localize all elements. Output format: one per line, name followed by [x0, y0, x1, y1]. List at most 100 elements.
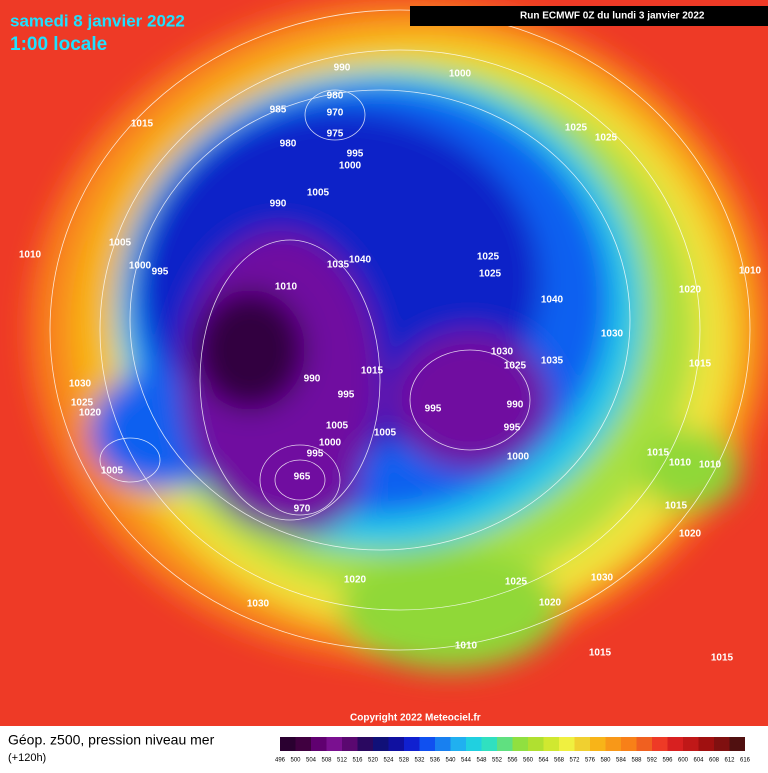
scale-label: 500 [290, 758, 301, 764]
isobar-label: 1035 [327, 260, 350, 271]
scale-swatch [295, 737, 311, 751]
map: 9909809709759859809951000100010251025100… [0, 0, 768, 726]
isobar-label: 970 [294, 504, 311, 515]
isobar-label: 1025 [479, 269, 502, 280]
scale-swatch [590, 737, 606, 751]
scale-swatch [528, 737, 544, 751]
scale-label: 608 [709, 758, 720, 764]
scale-label: 616 [740, 758, 751, 764]
scale-label: 544 [461, 758, 472, 764]
isobar-label: 1015 [665, 501, 688, 512]
isobar-label: 980 [327, 91, 344, 102]
isobar-label: 1010 [19, 250, 42, 261]
isobar-label: 980 [280, 139, 297, 150]
isobar-label: 1010 [275, 282, 298, 293]
isobar-label: 1015 [647, 448, 670, 459]
scale-label: 568 [554, 758, 565, 764]
scale-label: 520 [368, 758, 379, 764]
isobar-label: 1025 [505, 577, 528, 588]
scale-label: 548 [476, 758, 487, 764]
isobar-label: 965 [294, 472, 311, 483]
scale-label: 588 [631, 758, 642, 764]
isobar-label: 1015 [361, 366, 384, 377]
isobar-label: 1015 [589, 648, 612, 659]
scale-swatch [497, 737, 513, 751]
scale-swatch [683, 737, 699, 751]
isobar-label: 995 [152, 267, 169, 278]
scale-label: 508 [321, 758, 332, 764]
scale-swatch [605, 737, 621, 751]
isobar-label: 1020 [539, 598, 562, 609]
scale-label: 512 [337, 758, 348, 764]
isobar-label: 1010 [455, 641, 478, 652]
isobar-label: 1030 [601, 329, 624, 340]
scale-label: 496 [275, 758, 286, 764]
scale-label: 516 [352, 758, 363, 764]
scale-label: 580 [600, 758, 611, 764]
scale-swatch [311, 737, 327, 751]
isobar-label: 975 [327, 129, 344, 140]
scale-swatch [714, 737, 730, 751]
isobar-label: 995 [504, 423, 521, 434]
scale-swatch [357, 737, 373, 751]
isobar-label: 985 [270, 105, 287, 116]
scale-swatch [419, 737, 435, 751]
isobar-label: 990 [304, 374, 321, 385]
isobar-label: 1040 [349, 255, 372, 266]
scale-swatch [388, 737, 404, 751]
scale-label: 536 [430, 758, 441, 764]
scale-label: 576 [585, 758, 596, 764]
isobar-label: 1010 [739, 266, 762, 277]
isobar-label: 1020 [679, 529, 702, 540]
isobar-label: 1030 [491, 347, 514, 358]
scale-label: 572 [569, 758, 580, 764]
isobar-label: 1000 [129, 261, 152, 272]
scale-swatch [481, 737, 497, 751]
scale-label: 528 [399, 758, 410, 764]
scale-swatch [559, 737, 575, 751]
isobar-label: 1010 [669, 458, 692, 469]
isobar-label: 990 [270, 199, 287, 210]
isobar-label: 970 [327, 108, 344, 119]
footer-subtitle: (+120h) [8, 752, 46, 764]
isobar-label: 1005 [101, 466, 124, 477]
isobar-label: 1025 [595, 133, 618, 144]
copyright: Copyright 2022 Meteociel.fr [350, 713, 481, 724]
scale-swatch [404, 737, 420, 751]
isobar-label: 1025 [477, 252, 500, 263]
scale-swatch [280, 737, 296, 751]
isobar-label: 1020 [679, 285, 702, 296]
scale-label: 592 [647, 758, 658, 764]
isobar-label: 1040 [541, 295, 564, 306]
scale-swatch [466, 737, 482, 751]
scale-label: 532 [414, 758, 425, 764]
isobar-label: 995 [347, 149, 364, 160]
isobar-label: 1005 [326, 421, 349, 432]
scale-label: 524 [383, 758, 394, 764]
isobar-label: 1000 [449, 69, 472, 80]
isobar-label: 995 [425, 404, 442, 415]
scale-swatch [652, 737, 668, 751]
isobar-label: 1005 [109, 238, 132, 249]
footer-title: Géop. z500, pression niveau mer [8, 732, 215, 748]
scale-swatch [373, 737, 389, 751]
isobar-label: 1030 [69, 379, 92, 390]
scale-swatch [450, 737, 466, 751]
scale-label: 600 [678, 758, 689, 764]
date: samedi 8 janvier 2022 [10, 11, 185, 30]
time: 1:00 locale [10, 34, 107, 55]
scale-label: 552 [492, 758, 503, 764]
scale-label: 560 [523, 758, 534, 764]
isobar-label: 995 [338, 390, 355, 401]
scale-label: 612 [724, 758, 735, 764]
isobar-label: 1015 [131, 119, 154, 130]
run-banner [410, 6, 768, 26]
isobar-label: 1020 [344, 575, 367, 586]
isobar-label: 1015 [711, 653, 734, 664]
scale-swatch [574, 737, 590, 751]
isobar-label: 1010 [699, 460, 722, 471]
scale-swatch [326, 737, 342, 751]
isobar-label: 1000 [339, 161, 362, 172]
scale-swatch [512, 737, 528, 751]
